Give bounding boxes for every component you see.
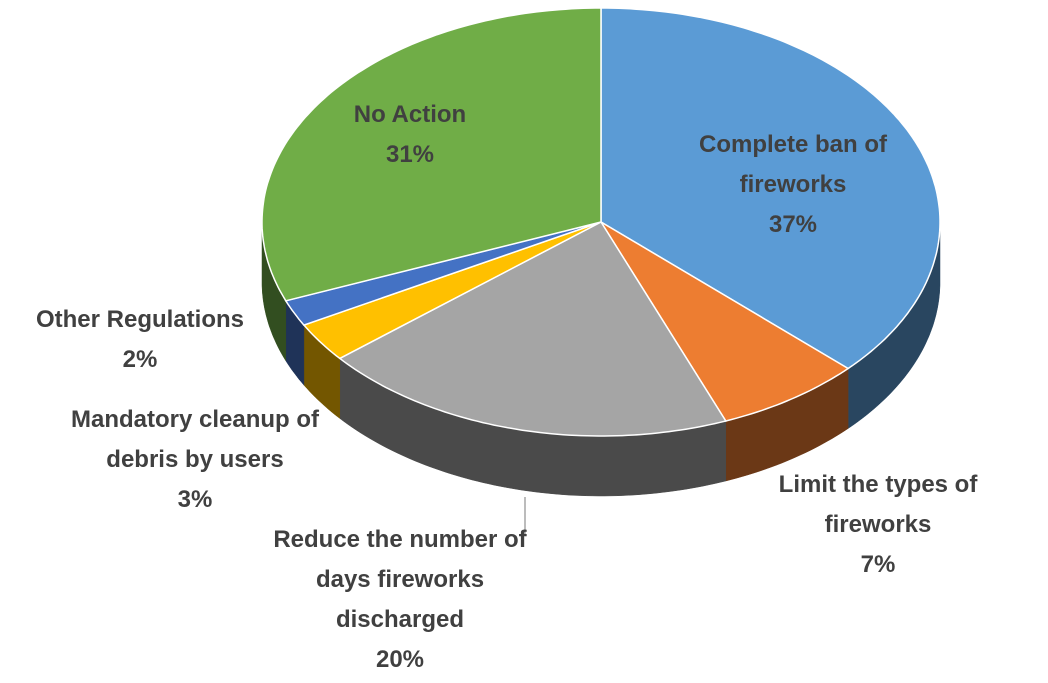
slice [284,221,602,326]
tops [261,7,941,437]
category-label: Mandatory cleanup of debris by users [70,406,320,473]
value-label: 2% [122,346,158,373]
category-label: No Action [353,101,467,128]
value-label: 31% [385,141,435,168]
slice [338,221,727,437]
data-label: Other Regulations 2% [0,300,290,380]
slice [600,221,850,422]
slice [302,221,602,360]
value-label: 37% [768,211,818,238]
slice [261,7,602,302]
category-label: Complete ban of fireworks [698,131,887,198]
category-label: Reduce the number of days fireworks disc… [273,526,527,633]
data-label: Reduce the number of days fireworks disc… [265,520,535,680]
value-label: 3% [177,486,213,513]
category-label: Limit the types of fireworks [778,471,978,538]
category-label: Other Regulations [35,306,245,333]
value-label: 7% [860,551,896,578]
data-label: Mandatory cleanup of debris by users 3% [55,400,335,520]
data-label: Complete ban of fireworks 37% [663,125,923,245]
data-label: No Action 31% [310,95,510,175]
slice [600,7,941,370]
value-label: 20% [375,646,425,673]
data-label: Limit the types of fireworks 7% [758,465,998,585]
